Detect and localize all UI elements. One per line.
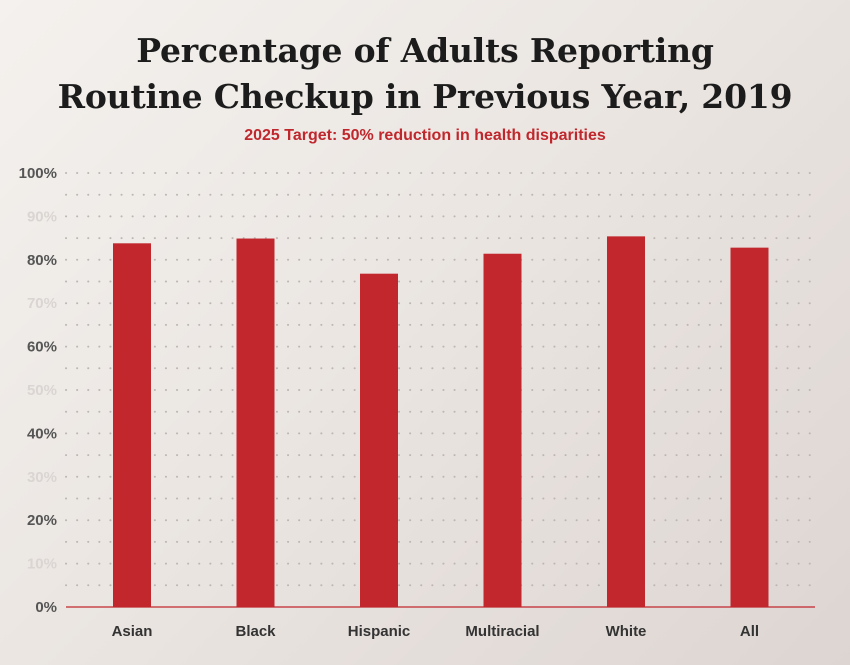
y-tick-label: 90% — [27, 208, 57, 225]
y-tick-label: 40% — [27, 425, 57, 442]
chart-title: Percentage of Adults Reporting Routine C… — [0, 28, 850, 120]
y-tick-label: 10% — [27, 556, 57, 573]
x-tick-label: Hispanic — [348, 623, 411, 640]
y-tick-label: 50% — [27, 382, 57, 399]
bar-hispanic — [360, 273, 398, 607]
y-tick-label: 60% — [27, 339, 57, 356]
chart-title-line-2: Routine Checkup in Previous Year, 2019 — [57, 77, 793, 116]
bar-asian — [113, 243, 151, 608]
bar-all — [730, 247, 769, 607]
chart-subtitle: 2025 Target: 50% reduction in health dis… — [244, 127, 606, 144]
x-tick-label: Multiracial — [465, 623, 539, 640]
bar-black — [236, 238, 275, 607]
y-tick-label: 20% — [27, 512, 57, 529]
y-tick-label: 0% — [35, 599, 57, 616]
x-tick-label: Black — [235, 623, 276, 640]
bar-multiracial — [483, 253, 522, 607]
chart-title-line-1: Percentage of Adults Reporting — [136, 31, 714, 70]
y-tick-label: 100% — [19, 165, 57, 182]
x-tick-label: Asian — [112, 623, 153, 640]
y-tick-label: 80% — [27, 252, 57, 269]
x-tick-label: White — [606, 623, 647, 640]
y-tick-label: 70% — [27, 295, 57, 312]
x-tick-label: All — [740, 623, 759, 640]
y-tick-label: 30% — [27, 469, 57, 486]
bar-white — [607, 236, 645, 607]
